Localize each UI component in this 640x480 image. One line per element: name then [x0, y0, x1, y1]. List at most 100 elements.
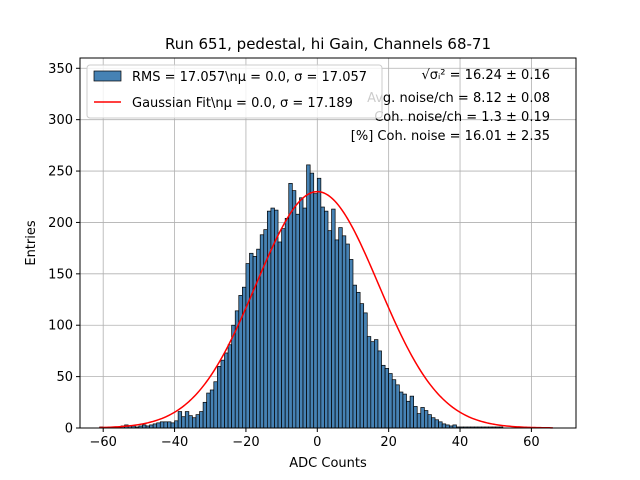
histogram-bar — [163, 421, 168, 429]
y-tick-label: 200 — [48, 216, 73, 231]
histogram-bar — [352, 284, 357, 429]
x-tick-label: 60 — [523, 435, 540, 450]
histogram-bar — [217, 365, 222, 429]
plot-frame — [79, 57, 577, 429]
histogram-bar — [423, 410, 429, 429]
histogram-bar — [192, 417, 197, 429]
histogram-bar — [391, 379, 397, 429]
histogram-bar — [199, 411, 204, 429]
histogram-bar — [366, 336, 372, 429]
histogram-bar — [427, 414, 432, 429]
histogram-bar — [374, 339, 379, 429]
histogram-bar — [227, 344, 233, 429]
annotation-coh-noise-percent: [%] Coh. noise = 16.01 ± 2.35 — [351, 129, 550, 144]
histogram-bar — [341, 235, 347, 429]
histogram-bar — [195, 414, 200, 429]
histogram-bar — [356, 291, 361, 429]
y-tick-label: 350 — [48, 62, 73, 77]
histogram-bar — [399, 391, 404, 429]
annotation-total-noise: √σᵢ² = 16.24 ± 0.16 — [421, 68, 550, 83]
histogram-bar — [377, 350, 382, 429]
y-axis-label: Entries — [24, 220, 39, 266]
histogram-bar — [316, 177, 322, 429]
x-tick-label: −40 — [161, 435, 188, 450]
legend-label-fit: Gaussian Fit\nμ = 0.0, σ = 17.189 — [132, 96, 353, 111]
x-tick-label: 0 — [313, 435, 321, 450]
y-tick-label: 150 — [48, 267, 73, 282]
histogram-bar — [252, 256, 257, 429]
histogram-bar — [202, 401, 208, 429]
histogram-bar — [270, 207, 275, 429]
x-tick-label: 40 — [452, 435, 469, 450]
histogram-bar — [302, 207, 307, 429]
histogram-bar — [381, 364, 386, 429]
y-tick-label: 50 — [56, 370, 73, 385]
histogram-bar — [174, 420, 179, 429]
histogram-bar — [438, 421, 443, 429]
histogram-bar — [220, 359, 225, 429]
histogram-bar — [266, 210, 272, 429]
histogram-bar — [295, 213, 300, 429]
histogram-bar — [363, 312, 368, 429]
histogram-bar — [331, 208, 336, 429]
histogram-bar — [359, 303, 365, 429]
histogram-bar — [209, 389, 215, 429]
histogram-bar — [206, 392, 211, 429]
histogram-bar — [245, 263, 250, 429]
annotation-avg-noise: Avg. noise/ch = 8.12 ± 0.08 — [367, 91, 550, 106]
histogram-bar — [170, 422, 175, 429]
histogram-bar — [284, 217, 290, 429]
histogram-bar — [181, 416, 186, 429]
x-tick-label: 20 — [380, 435, 397, 450]
annotation-coh-noise: Coh. noise/ch = 1.3 ± 0.19 — [374, 110, 550, 125]
histogram-bar — [313, 193, 318, 429]
noise-annotations: √σᵢ² = 16.24 ± 0.16 Avg. noise/ch = 8.12… — [351, 68, 550, 144]
histogram-bar — [309, 172, 315, 429]
histogram-bar — [416, 413, 422, 429]
histogram-bar — [370, 341, 375, 429]
histogram-bar — [249, 252, 254, 429]
histogram-bar — [327, 230, 332, 429]
histogram-bar — [338, 227, 343, 429]
histogram-bar — [345, 243, 350, 429]
x-tick-label: −60 — [89, 435, 116, 450]
histogram-bar — [402, 393, 407, 429]
y-tick-label: 300 — [48, 113, 73, 128]
y-tick-label: 250 — [48, 165, 73, 180]
histogram-bar — [188, 415, 193, 429]
histogram-bar — [231, 324, 236, 429]
histogram-bar — [177, 411, 183, 429]
y-tick-label: 0 — [65, 422, 73, 437]
histogram-bar — [224, 352, 229, 429]
histogram-bar — [277, 241, 282, 429]
histogram-bar — [431, 417, 436, 429]
histogram-bar — [288, 183, 293, 429]
legend-patch-histogram — [93, 70, 122, 82]
chart-title: Run 651, pedestal, hi Gain, Channels 68-… — [165, 35, 491, 53]
histogram-bar — [299, 197, 304, 429]
histogram-bar — [152, 423, 158, 429]
x-axis-label: ADC Counts — [289, 456, 367, 471]
histogram-bar — [281, 228, 286, 429]
histogram-bar — [320, 206, 325, 429]
histogram-bar — [213, 381, 218, 429]
histogram-bar — [184, 411, 190, 429]
legend-box — [86, 64, 383, 119]
x-axis-ticks: −60 −40 −20 0 20 40 60 — [89, 428, 540, 450]
histogram-bar — [420, 407, 425, 429]
histogram-bar — [413, 406, 418, 429]
histogram-bar — [324, 210, 329, 429]
histogram-bar — [159, 421, 165, 429]
histogram-bar — [395, 384, 400, 429]
histogram-bar — [167, 421, 172, 429]
histogram-bar — [384, 368, 390, 429]
y-tick-label: 100 — [48, 319, 73, 334]
histogram-bar — [349, 259, 354, 429]
histogram-bar — [306, 164, 311, 429]
histogram-bar — [291, 190, 297, 429]
y-axis-ticks: 0 50 100 150 200 250 300 350 — [48, 62, 80, 437]
histogram-bar — [441, 423, 447, 429]
x-tick-label: −20 — [232, 435, 259, 450]
histogram-bar — [409, 395, 414, 429]
